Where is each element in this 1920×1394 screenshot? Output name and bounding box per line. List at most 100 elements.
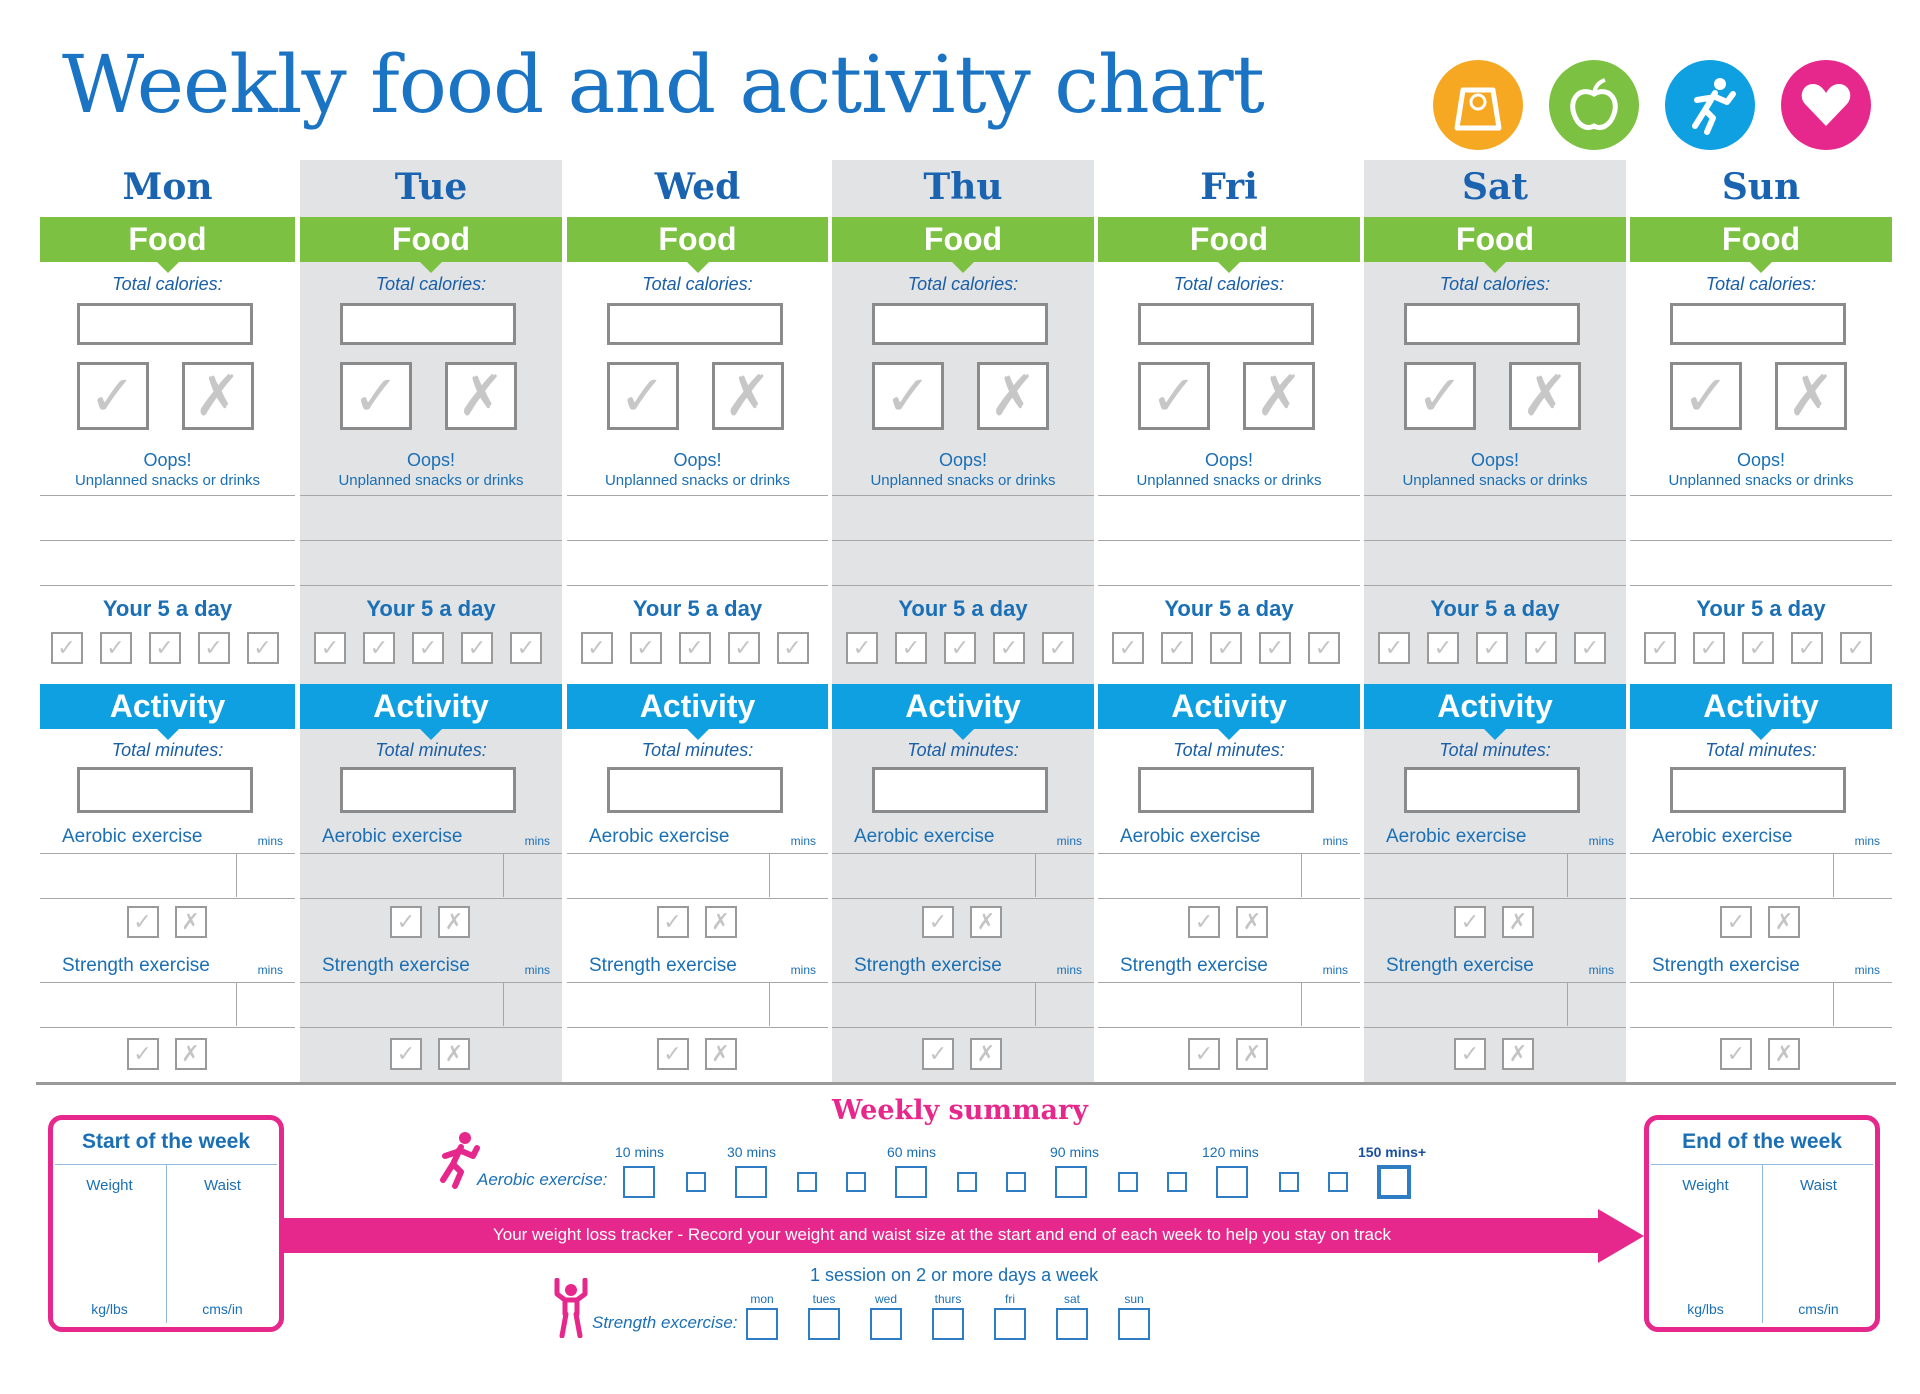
food-on-track-checkbox[interactable]: ✓	[872, 362, 944, 430]
five-a-day-checkbox[interactable]: ✓	[727, 632, 760, 664]
aerobic-missed-checkbox[interactable]: ✗	[970, 906, 1002, 938]
five-a-day-checkbox[interactable]: ✓	[1042, 632, 1074, 664]
five-a-day-checkbox[interactable]: ✓	[776, 632, 809, 664]
strength-done-checkbox[interactable]: ✓	[1720, 1038, 1752, 1070]
total-minutes-field[interactable]	[1138, 767, 1314, 813]
strength-done-checkbox[interactable]: ✓	[1454, 1038, 1486, 1070]
five-a-day-checkbox[interactable]: ✓	[1791, 632, 1823, 664]
total-minutes-field[interactable]	[872, 767, 1048, 813]
aerobic-progress-box[interactable]	[1055, 1166, 1087, 1198]
five-a-day-checkbox[interactable]: ✓	[50, 632, 83, 664]
strength-day-box[interactable]	[932, 1308, 964, 1340]
five-a-day-checkbox[interactable]: ✓	[1308, 632, 1340, 664]
strength-done-checkbox[interactable]: ✓	[1188, 1038, 1220, 1070]
food-on-track-checkbox[interactable]: ✓	[1670, 362, 1742, 430]
food-off-track-checkbox[interactable]: ✗	[1775, 362, 1847, 430]
total-calories-field[interactable]	[76, 303, 253, 345]
strength-missed-checkbox[interactable]: ✗	[1768, 1038, 1800, 1070]
strength-mins-field[interactable]	[1301, 982, 1360, 1026]
strength-mins-field[interactable]	[1833, 982, 1892, 1026]
aerobic-progress-box[interactable]	[623, 1166, 655, 1198]
total-calories-field[interactable]	[1670, 303, 1846, 345]
aerobic-progress-box[interactable]	[1216, 1166, 1248, 1198]
five-a-day-checkbox[interactable]: ✓	[1574, 632, 1606, 664]
aerobic-progress-box[interactable]	[797, 1172, 817, 1192]
aerobic-missed-checkbox[interactable]: ✗	[1768, 906, 1800, 938]
food-off-track-checkbox[interactable]: ✗	[977, 362, 1049, 430]
total-calories-field[interactable]	[872, 303, 1048, 345]
five-a-day-checkbox[interactable]: ✓	[944, 632, 976, 664]
aerobic-mins-field[interactable]	[503, 853, 562, 897]
total-calories-field[interactable]	[1404, 303, 1580, 345]
aerobic-progress-box[interactable]	[846, 1172, 866, 1192]
five-a-day-checkbox[interactable]: ✓	[1161, 632, 1193, 664]
food-on-track-checkbox[interactable]: ✓	[340, 362, 412, 430]
aerobic-missed-checkbox[interactable]: ✗	[1236, 906, 1268, 938]
strength-mins-field[interactable]	[1035, 982, 1094, 1026]
total-minutes-field[interactable]	[1404, 767, 1580, 813]
total-minutes-field[interactable]	[1670, 767, 1846, 813]
aerobic-missed-checkbox[interactable]: ✗	[438, 906, 470, 938]
strength-mins-field[interactable]	[503, 982, 562, 1026]
total-minutes-field[interactable]	[340, 767, 516, 813]
five-a-day-checkbox[interactable]: ✓	[314, 632, 346, 664]
aerobic-done-checkbox[interactable]: ✓	[922, 906, 954, 938]
food-off-track-checkbox[interactable]: ✗	[1243, 362, 1315, 430]
five-a-day-checkbox[interactable]: ✓	[1742, 632, 1774, 664]
strength-missed-checkbox[interactable]: ✗	[704, 1038, 737, 1070]
strength-missed-checkbox[interactable]: ✗	[1236, 1038, 1268, 1070]
aerobic-mins-field[interactable]	[1833, 853, 1892, 897]
total-minutes-field[interactable]	[76, 767, 253, 813]
strength-missed-checkbox[interactable]: ✗	[174, 1038, 207, 1070]
aerobic-mins-field[interactable]	[769, 853, 828, 897]
five-a-day-checkbox[interactable]: ✓	[461, 632, 493, 664]
five-a-day-checkbox[interactable]: ✓	[1427, 632, 1459, 664]
strength-missed-checkbox[interactable]: ✗	[438, 1038, 470, 1070]
food-on-track-checkbox[interactable]: ✓	[606, 362, 679, 430]
total-calories-field[interactable]	[1138, 303, 1314, 345]
aerobic-progress-box[interactable]	[1328, 1172, 1348, 1192]
food-off-track-checkbox[interactable]: ✗	[711, 362, 784, 430]
aerobic-progress-box[interactable]	[1006, 1172, 1026, 1192]
aerobic-mins-field[interactable]	[1567, 853, 1626, 897]
five-a-day-checkbox[interactable]: ✓	[993, 632, 1025, 664]
aerobic-missed-checkbox[interactable]: ✗	[704, 906, 737, 938]
strength-done-checkbox[interactable]: ✓	[126, 1038, 159, 1070]
strength-done-checkbox[interactable]: ✓	[390, 1038, 422, 1070]
total-calories-field[interactable]	[340, 303, 516, 345]
strength-mins-field[interactable]	[769, 982, 828, 1026]
food-on-track-checkbox[interactable]: ✓	[1138, 362, 1210, 430]
aerobic-mins-field[interactable]	[1035, 853, 1094, 897]
strength-day-box[interactable]	[1118, 1308, 1150, 1340]
five-a-day-checkbox[interactable]: ✓	[1525, 632, 1557, 664]
five-a-day-checkbox[interactable]: ✓	[629, 632, 662, 664]
five-a-day-checkbox[interactable]: ✓	[148, 632, 181, 664]
total-minutes-field[interactable]	[606, 767, 783, 813]
aerobic-missed-checkbox[interactable]: ✗	[174, 906, 207, 938]
five-a-day-checkbox[interactable]: ✓	[99, 632, 132, 664]
food-on-track-checkbox[interactable]: ✓	[1404, 362, 1476, 430]
five-a-day-checkbox[interactable]: ✓	[1476, 632, 1508, 664]
strength-day-box[interactable]	[808, 1308, 840, 1340]
aerobic-done-checkbox[interactable]: ✓	[1454, 906, 1486, 938]
aerobic-mins-field[interactable]	[1301, 853, 1360, 897]
strength-day-box[interactable]	[746, 1308, 778, 1340]
aerobic-missed-checkbox[interactable]: ✗	[1502, 906, 1534, 938]
five-a-day-checkbox[interactable]: ✓	[197, 632, 230, 664]
aerobic-progress-box[interactable]	[957, 1172, 977, 1192]
aerobic-progress-box[interactable]	[686, 1172, 706, 1192]
strength-done-checkbox[interactable]: ✓	[922, 1038, 954, 1070]
five-a-day-checkbox[interactable]: ✓	[580, 632, 613, 664]
food-on-track-checkbox[interactable]: ✓	[76, 362, 149, 430]
aerobic-progress-box[interactable]	[1167, 1172, 1187, 1192]
aerobic-done-checkbox[interactable]: ✓	[126, 906, 159, 938]
strength-done-checkbox[interactable]: ✓	[656, 1038, 689, 1070]
five-a-day-checkbox[interactable]: ✓	[363, 632, 395, 664]
aerobic-progress-box[interactable]	[895, 1166, 927, 1198]
strength-mins-field[interactable]	[236, 982, 295, 1026]
five-a-day-checkbox[interactable]: ✓	[246, 632, 279, 664]
aerobic-done-checkbox[interactable]: ✓	[1720, 906, 1752, 938]
aerobic-done-checkbox[interactable]: ✓	[1188, 906, 1220, 938]
five-a-day-checkbox[interactable]: ✓	[412, 632, 444, 664]
aerobic-progress-box[interactable]	[1118, 1172, 1138, 1192]
